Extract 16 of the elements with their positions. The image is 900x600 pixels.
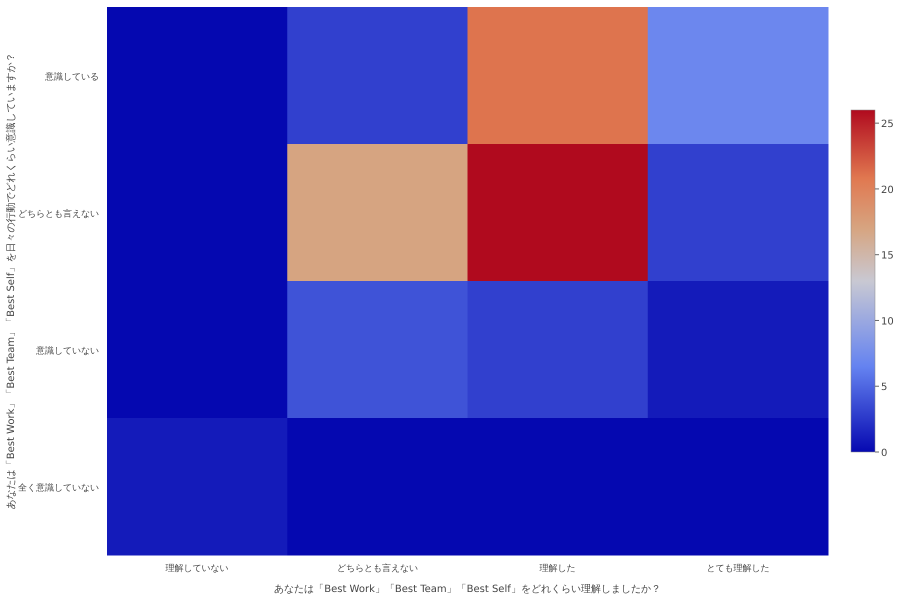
x-tick-label: どちらとも言えない bbox=[336, 563, 418, 574]
y-tick-label: どちらとも言えない bbox=[18, 208, 99, 220]
color-bar-label: 20 bbox=[881, 184, 894, 196]
y-tick-label: 全く意識していない bbox=[18, 482, 99, 494]
color-bar-label: 15 bbox=[881, 250, 894, 262]
y-tick-label: 意識していない bbox=[35, 346, 99, 356]
color-bar-label: 5 bbox=[881, 382, 888, 394]
x-tick-label: 理解していない bbox=[166, 563, 229, 574]
x-tick-label: とても理解した bbox=[706, 563, 770, 574]
x-tick-label: 理解した bbox=[540, 563, 576, 574]
y-tick-label: 意識している bbox=[44, 72, 99, 82]
x-axis-title: あなたは「Best Work」「Best Team」「Best Self」をどれくらい理解しましたか？ bbox=[274, 583, 661, 595]
color-bar-label: 0 bbox=[881, 448, 888, 459]
color-bar-label: 10 bbox=[881, 316, 894, 328]
y-axis-title: あなたは「Best Work」「Best Team」「Best Self」を日々の行動でどれくらい意識していますか？ bbox=[5, 52, 17, 510]
color-bar-label: 25 bbox=[881, 119, 894, 130]
